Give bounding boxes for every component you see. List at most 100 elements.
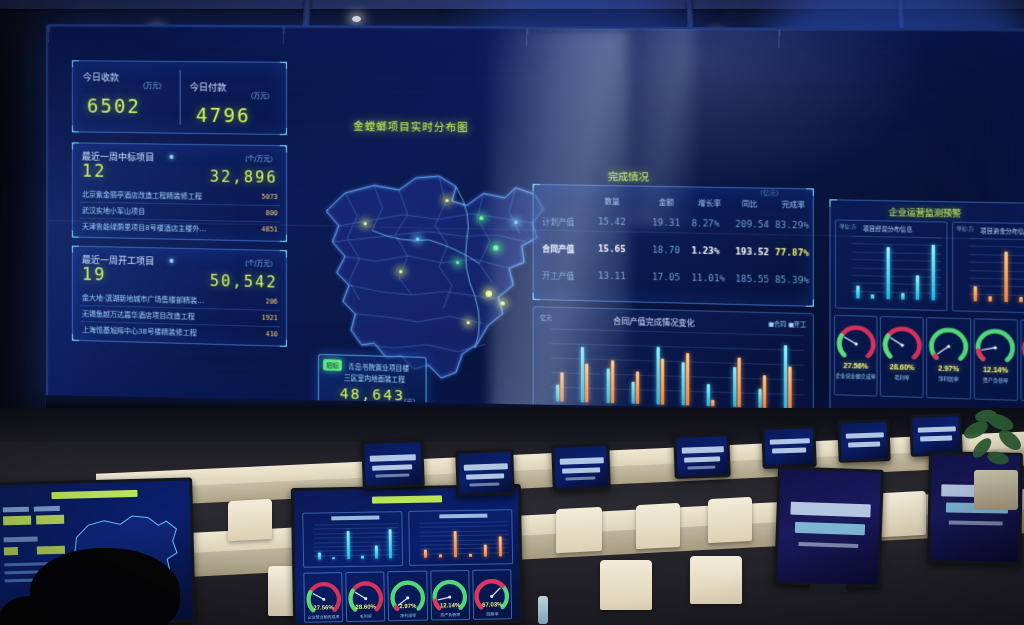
china-map[interactable] xyxy=(299,139,575,403)
row-amt: 18.70 xyxy=(652,245,681,257)
map-marker[interactable] xyxy=(485,290,493,297)
mirror-gauge-cell: 67.03% 回款率 xyxy=(472,569,513,620)
map-marker[interactable] xyxy=(456,260,460,265)
gauge-icon xyxy=(831,321,880,363)
operations-monitoring-panel: 企业运营监测预警 单位:万 项目经营分布信息 单位:万 项目资金分布信息 27.… xyxy=(829,199,1024,439)
start-project-name: 上海恒基旭辉中心38号楼精装修工程 xyxy=(81,325,197,338)
mirror-gauge-cell: 12.14% 资产负债率 xyxy=(429,569,470,621)
row-label: 开工产值 xyxy=(542,271,575,282)
operator-monitor-text-4[interactable] xyxy=(673,433,731,479)
list-item[interactable]: 天津鲁能绿荫里项目8号楼酒店主楼外… 4851 xyxy=(80,219,280,239)
map-marker[interactable] xyxy=(466,321,470,325)
bar xyxy=(660,358,665,405)
tooltip-line-1: 青岛书院置业项目楼 xyxy=(348,362,410,373)
bar xyxy=(931,244,935,301)
row-done: 83.29% xyxy=(775,220,810,232)
gauge-icon xyxy=(1017,326,1024,368)
gauge-cell[interactable]: 27.56% 企业营业额完成率 xyxy=(831,314,880,397)
map-marker[interactable] xyxy=(493,245,499,251)
operator-monitor-dashboard[interactable]: 27.56% 企业营业额完成率 28.60% 毛利率 2.97% 净利润率 12.14% 资产… xyxy=(290,484,524,625)
bar-group xyxy=(707,333,715,407)
project-operation-chart[interactable]: 单位:万 项目经营分布信息 xyxy=(835,219,948,312)
operator-monitor-text-2[interactable] xyxy=(455,449,515,497)
bar xyxy=(681,362,685,406)
bar xyxy=(483,544,487,557)
gauge-row: 27.56% 企业营业额完成率 28.60% 毛利率 2.97% 净利润率 12.14% 资产… xyxy=(831,314,1024,403)
operator-monitor-text-1[interactable] xyxy=(361,438,425,490)
gauge-value: 28.60% xyxy=(889,364,915,373)
mirror-gauge-caption: 净利润率 xyxy=(400,612,417,619)
kpi-receipts-unit: （万元） xyxy=(139,81,166,91)
gauge-cell[interactable]: 28.60% 毛利率 xyxy=(880,315,924,399)
start-panel-unit: （个/万元） xyxy=(241,259,277,269)
ceiling-beam xyxy=(0,0,1024,9)
map-marker[interactable] xyxy=(500,301,505,306)
tooltip-badge: 招标 xyxy=(323,359,342,371)
bar-chart-legend: ■合同 ■开工 xyxy=(768,321,807,329)
map-marker[interactable] xyxy=(514,220,518,224)
mirror-chart-right xyxy=(408,509,514,566)
kpi-receipts-value: 6502 xyxy=(86,95,141,119)
chair xyxy=(636,502,680,550)
gauge-cell[interactable]: 12.14% 资产负债率 xyxy=(973,318,1018,401)
operations-panel-title: 企业运营监测预警 xyxy=(888,207,962,219)
bar-group xyxy=(732,333,741,408)
map-marker[interactable] xyxy=(445,198,449,203)
operator-monitor-text-5[interactable] xyxy=(761,425,817,469)
china-map-panel: 金螳螂项目实时分布图 xyxy=(299,86,575,421)
monitor-screen xyxy=(676,436,728,476)
monitor-screen xyxy=(764,428,814,466)
bar-group xyxy=(631,331,639,404)
mirror-gauge-caption: 回款率 xyxy=(486,611,499,617)
mirror-gauge-value: 2.97% xyxy=(399,603,417,611)
start-project-value: 410 xyxy=(265,329,278,339)
project-fund-chart[interactable]: 单位:万 项目资金分布信息 xyxy=(952,221,1024,315)
mirror-gauge-cell: 27.56% 企业营业额完成率 xyxy=(303,572,344,623)
mirror-panel-title xyxy=(371,495,443,504)
kpi-payments-unit: （万元） xyxy=(246,91,274,101)
bar xyxy=(856,285,860,299)
operator-monitor-text-6[interactable] xyxy=(837,419,891,463)
bar xyxy=(707,383,711,407)
monitor-screen xyxy=(554,446,608,488)
monitor-screen xyxy=(364,442,422,486)
gauge-icon xyxy=(348,581,383,616)
bar-group xyxy=(758,334,766,408)
bar xyxy=(711,400,715,407)
gauge-cell[interactable]: 2.97% 净利润率 xyxy=(926,317,970,400)
mirror-gauge-value: 28.60% xyxy=(355,604,376,611)
bid-project-value: 5073 xyxy=(261,192,278,202)
start-project-value: 1921 xyxy=(261,313,278,323)
bar xyxy=(988,296,993,302)
bar xyxy=(560,371,564,402)
map-marker[interactable] xyxy=(399,269,403,274)
bar-group xyxy=(581,329,589,403)
map-marker[interactable] xyxy=(479,216,484,221)
operator-monitor-text-3[interactable] xyxy=(551,443,611,491)
bar xyxy=(762,374,766,408)
gauge-caption: 资产负债率 xyxy=(982,378,1009,385)
bar xyxy=(610,359,614,404)
bar xyxy=(388,528,393,559)
bar xyxy=(453,530,458,558)
bar xyxy=(498,536,502,557)
gauge-value: 2.97% xyxy=(938,365,960,374)
map-marker[interactable] xyxy=(363,222,367,226)
row-yoy: 185.55 xyxy=(735,274,770,286)
chart-title: 项目经营分布信息 xyxy=(862,226,913,234)
bar xyxy=(916,274,920,300)
gauge-caption: 净利润率 xyxy=(938,377,959,384)
operator-monitor-text-8[interactable] xyxy=(773,466,885,588)
ceiling-light xyxy=(352,16,361,22)
weekly-started-projects-panel: 最近一周开工项目 （个/万元） 19 50,542 金大地·滨湖新地城市广场售楼… xyxy=(71,245,287,347)
start-project-value: 206 xyxy=(265,297,278,306)
map-marker[interactable] xyxy=(416,237,420,241)
planter xyxy=(974,470,1018,510)
chair xyxy=(228,498,272,542)
gauge-cell[interactable]: 67.03%回款率 xyxy=(1017,319,1024,403)
col-header-yoy: 同比 xyxy=(741,199,758,209)
bid-project-count: 12 xyxy=(81,161,107,182)
video-wall: 今日收款 （万元） 6502 今日付款 （万元） 4796 最近一周中标项目 （… xyxy=(46,24,1024,446)
bar xyxy=(332,556,336,560)
